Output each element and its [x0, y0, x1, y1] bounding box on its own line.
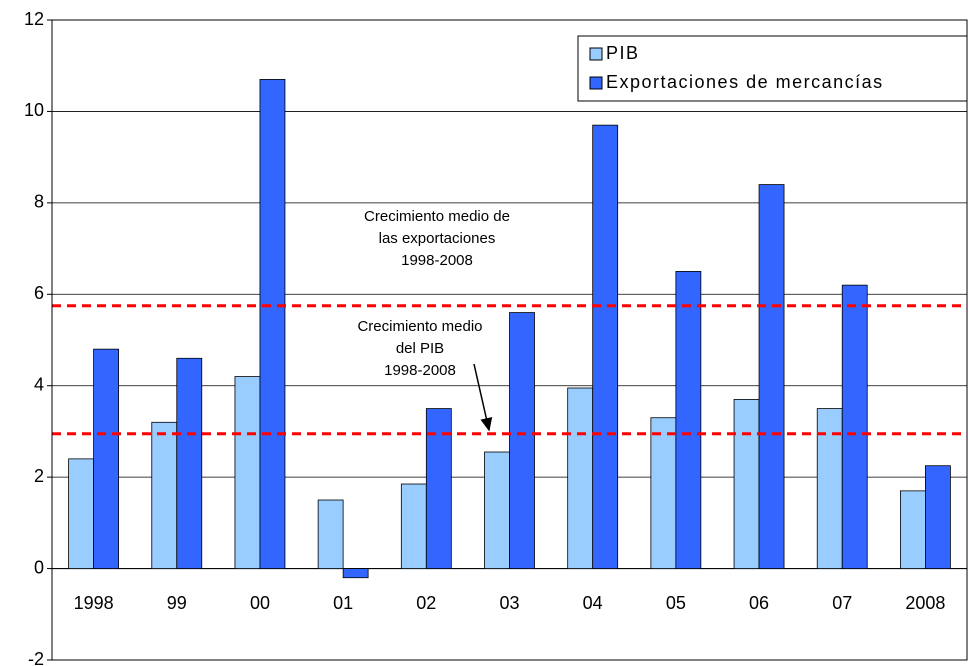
annotation: 1998-2008: [384, 362, 456, 379]
x-tick-label: 04: [583, 593, 603, 613]
x-tick-label: 02: [416, 593, 436, 613]
legend-label: Exportaciones de mercancías: [606, 72, 884, 92]
bar: [900, 490, 926, 569]
y-tick-label: 10: [24, 100, 44, 120]
bar: [400, 483, 427, 569]
y-tick-label: 4: [34, 374, 44, 394]
y-tick-label: 0: [34, 557, 44, 577]
y-tick-label: 8: [34, 192, 44, 212]
bar: [234, 376, 261, 569]
annotation-arrow: [473, 363, 493, 432]
bar: [68, 458, 94, 569]
bar: [592, 124, 619, 569]
x-tick-label: 99: [167, 593, 187, 613]
x-tick-label: 00: [250, 593, 270, 613]
x-tick-label: 2008: [905, 593, 945, 613]
annotation: del PIB: [396, 340, 444, 357]
bar: [259, 79, 286, 569]
x-tick-label: 05: [666, 593, 686, 613]
x-tick-label: 01: [333, 593, 353, 613]
x-tick-label: 1998: [74, 593, 114, 613]
annotation: 1998-2008: [401, 252, 473, 269]
bar: [567, 387, 594, 569]
bar: [509, 312, 535, 569]
plot-frame: [51, 19, 968, 661]
bar: [816, 408, 843, 569]
bar: [650, 417, 677, 569]
bar: [925, 465, 951, 569]
bar: [484, 451, 510, 569]
bar: [733, 399, 760, 569]
bar: [841, 284, 868, 569]
x-tick-label: 03: [499, 593, 519, 613]
legend-box: [577, 35, 968, 102]
bar: [176, 357, 203, 569]
annotation: Crecimiento medio de: [364, 208, 510, 225]
x-tick-label: 07: [832, 593, 852, 613]
y-tick-label: 6: [34, 283, 44, 303]
bar: [317, 499, 344, 569]
x-tick-label: 06: [749, 593, 769, 613]
y-tick-label: -2: [28, 649, 44, 666]
annotation: Crecimiento medio: [357, 318, 482, 335]
bar: [425, 408, 452, 569]
legend-swatch: [589, 47, 603, 61]
bar: [675, 271, 702, 569]
legend-label: PIB: [606, 43, 640, 63]
bar: [151, 421, 178, 569]
bar: [342, 568, 369, 579]
annotation: las exportaciones: [379, 230, 496, 247]
legend-swatch: [589, 76, 603, 90]
bar: [93, 348, 119, 569]
bar: [758, 184, 785, 569]
y-tick-label: 12: [24, 9, 44, 29]
y-tick-label: 2: [34, 466, 44, 486]
